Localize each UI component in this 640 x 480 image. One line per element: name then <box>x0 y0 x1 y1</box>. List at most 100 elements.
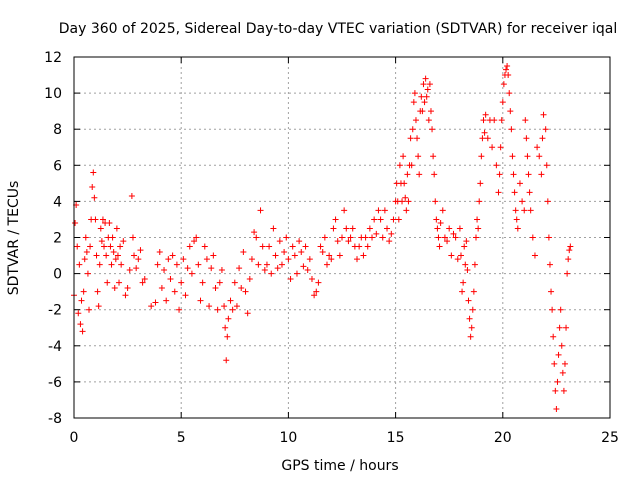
data-point <box>405 198 412 205</box>
data-point <box>266 243 273 250</box>
data-point <box>227 297 234 304</box>
data-point <box>514 225 521 232</box>
data-point <box>403 207 410 214</box>
data-point <box>128 192 135 199</box>
data-point <box>259 243 266 250</box>
data-point <box>167 276 174 283</box>
data-point <box>283 234 290 241</box>
tick-labels: 0 5 10 15 20 25 -8 -6 -4 -2 0 2 4 6 8 10 12 <box>44 50 619 446</box>
data-point <box>261 266 268 273</box>
data-point <box>510 171 517 178</box>
y-tick-label: 6 <box>53 158 62 174</box>
data-point <box>414 135 421 142</box>
data-point <box>559 369 566 376</box>
data-point <box>463 238 470 245</box>
data-point <box>549 306 556 313</box>
data-point <box>400 153 407 160</box>
data-point <box>474 216 481 223</box>
data-point <box>505 72 512 79</box>
data-point <box>304 266 311 273</box>
data-point <box>122 292 129 299</box>
data-point <box>509 153 516 160</box>
data-point <box>326 252 333 259</box>
data-point <box>404 171 411 178</box>
data-point <box>475 225 482 232</box>
data-point <box>180 256 187 263</box>
data-point <box>480 117 487 124</box>
data-point <box>412 117 419 124</box>
y-tick-label: 12 <box>44 50 62 66</box>
data-point <box>83 248 90 255</box>
data-point <box>263 261 270 268</box>
data-point <box>291 252 298 259</box>
data-point <box>158 285 165 292</box>
data-point <box>491 117 498 124</box>
data-point <box>332 216 339 223</box>
data-point <box>91 194 98 201</box>
data-point <box>270 225 277 232</box>
data-point <box>567 243 574 250</box>
data-point <box>244 310 251 317</box>
data-point <box>461 243 468 250</box>
data-point <box>236 265 243 272</box>
data-point <box>278 261 285 268</box>
data-point <box>116 279 123 286</box>
data-point <box>339 234 345 241</box>
data-point <box>101 243 108 250</box>
data-point <box>426 81 433 88</box>
data-point <box>221 303 228 310</box>
data-point <box>497 144 504 151</box>
data-point <box>524 153 531 160</box>
data-point <box>529 234 536 241</box>
data-point <box>493 162 500 169</box>
data-point <box>546 261 553 268</box>
data-point <box>364 243 371 250</box>
data-point <box>396 162 403 169</box>
data-point <box>542 126 549 133</box>
data-point <box>410 99 417 106</box>
data-point <box>544 198 551 205</box>
data-point <box>558 342 565 349</box>
data-point <box>496 171 503 178</box>
data-point <box>362 234 369 241</box>
data-point <box>446 225 453 232</box>
data-point <box>375 207 382 214</box>
data-point <box>336 252 343 259</box>
data-point <box>193 234 200 241</box>
data-point <box>201 243 208 250</box>
data-point <box>218 266 225 273</box>
data-point <box>356 243 363 250</box>
data-point <box>551 360 558 367</box>
data-point <box>156 248 163 255</box>
data-point <box>464 266 471 273</box>
data-point <box>566 247 573 254</box>
data-point <box>231 279 238 286</box>
data-point <box>126 266 133 273</box>
data-point <box>557 306 564 313</box>
data-point <box>281 248 288 255</box>
y-tick-label: -4 <box>48 339 62 355</box>
data-point <box>173 261 180 268</box>
data-point <box>161 266 168 273</box>
data-point <box>462 261 469 268</box>
data-point <box>253 234 260 241</box>
data-point <box>379 234 386 241</box>
x-tick-label: 20 <box>494 430 512 446</box>
data-point <box>289 243 296 250</box>
data-point <box>313 288 320 295</box>
data-point <box>86 306 93 313</box>
data-point <box>195 261 202 268</box>
data-point <box>433 216 440 223</box>
data-point <box>409 126 416 133</box>
data-point <box>561 360 568 367</box>
data-point <box>565 256 572 263</box>
data-point <box>468 324 475 331</box>
data-point <box>106 220 113 227</box>
data-points <box>71 63 574 412</box>
data-point <box>526 189 533 196</box>
data-point <box>306 256 313 263</box>
data-point <box>534 144 541 151</box>
data-point <box>246 276 253 283</box>
data-point <box>416 171 423 178</box>
data-point <box>97 225 104 232</box>
